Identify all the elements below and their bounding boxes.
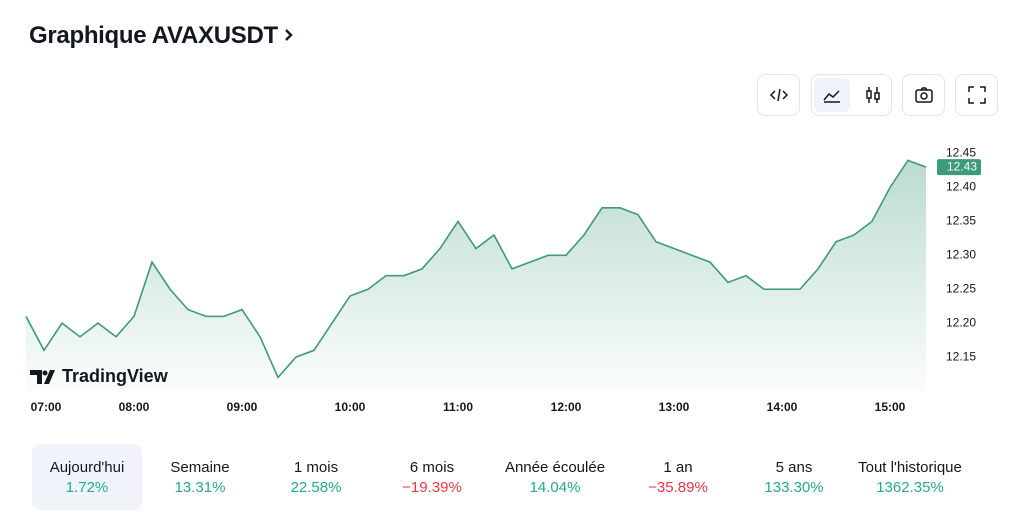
- period-label: 6 mois: [409, 459, 455, 476]
- x-tick-label: 11:00: [443, 400, 473, 414]
- period-tab[interactable]: 1 an −35.89%: [620, 444, 736, 510]
- chart: 12.15 12.20 12.25 12.30 12.35 12.40 12.45 07:00…: [25, 146, 981, 414]
- x-tick-label: 09:00: [227, 400, 258, 414]
- x-tick-label: 14:00: [767, 400, 798, 414]
- period-tab[interactable]: Semaine 13.31%: [142, 444, 258, 510]
- title-text: Graphique AVAXUSDT: [29, 22, 278, 49]
- period-tabs: Aujourd'hui 1.72% Semaine 13.31% 1 mois 22.58…: [32, 444, 968, 510]
- chart-title[interactable]: Graphique AVAXUSDT: [29, 22, 294, 50]
- period-tab[interactable]: 1 mois 22.58%: [258, 444, 374, 510]
- period-change: 1.72%: [65, 479, 109, 496]
- y-tick-label: 12.40: [946, 180, 976, 194]
- code-icon: [769, 88, 788, 102]
- y-tick-label: 12.25: [946, 281, 976, 295]
- last-price-label: 12.43: [947, 159, 977, 173]
- y-tick-label: 12.20: [946, 315, 976, 329]
- area-fill: [26, 160, 926, 391]
- snapshot-button[interactable]: [902, 74, 945, 116]
- period-tab[interactable]: Tout l'historique 1362.35%: [852, 444, 968, 510]
- period-change: 1362.35%: [876, 479, 944, 496]
- period-label: Tout l'historique: [858, 459, 962, 476]
- period-change: 14.04%: [529, 479, 581, 496]
- candle-icon: [865, 87, 880, 103]
- period-label: Aujourd'hui: [49, 459, 125, 476]
- x-tick-label: 07:00: [31, 400, 62, 414]
- x-tick-label: 08:00: [119, 400, 150, 414]
- y-tick-label: 12.30: [946, 247, 976, 261]
- y-tick-label: 12.15: [946, 349, 976, 363]
- period-change: −19.39%: [402, 479, 462, 496]
- period-tab[interactable]: Aujourd'hui 1.72%: [32, 444, 142, 510]
- fullscreen-icon: [967, 86, 986, 104]
- x-tick-label: 13:00: [659, 400, 690, 414]
- line-chart-button[interactable]: [813, 78, 850, 112]
- camera-icon: [914, 87, 933, 103]
- watermark-text: TradingView: [62, 366, 169, 386]
- period-tab[interactable]: 6 mois −19.39%: [374, 444, 490, 510]
- period-label: 1 an: [663, 459, 693, 476]
- period-change: −35.89%: [648, 479, 708, 496]
- period-change: 133.30%: [764, 479, 824, 496]
- period-label: 1 mois: [293, 459, 339, 476]
- price-line: [25, 159, 927, 379]
- candle-chart-button[interactable]: [856, 78, 890, 112]
- period-change: 13.31%: [174, 479, 226, 496]
- embed-button[interactable]: [757, 74, 800, 116]
- y-tick-label: 12.45: [946, 146, 976, 160]
- x-tick-label: 12:00: [551, 400, 582, 414]
- area-icon: [822, 90, 840, 103]
- last-price-tag: [937, 159, 981, 176]
- period-label: Année écoulée: [504, 459, 606, 476]
- x-tick-label: 10:00: [335, 400, 366, 414]
- watermark: TradingView: [30, 366, 169, 386]
- fullscreen-button[interactable]: [955, 74, 998, 116]
- y-tick-label: 12.35: [946, 214, 976, 228]
- period-label: 5 ans: [775, 459, 813, 476]
- x-tick-label: 15:00: [875, 400, 906, 414]
- period-change: 22.58%: [290, 479, 342, 496]
- period-tab[interactable]: 5 ans 133.30%: [736, 444, 852, 510]
- chevron-icon: [285, 29, 293, 41]
- period-tab[interactable]: Année écoulée 14.04%: [490, 444, 620, 510]
- chart-type-toggle: [811, 74, 892, 116]
- period-label: Semaine: [170, 459, 230, 476]
